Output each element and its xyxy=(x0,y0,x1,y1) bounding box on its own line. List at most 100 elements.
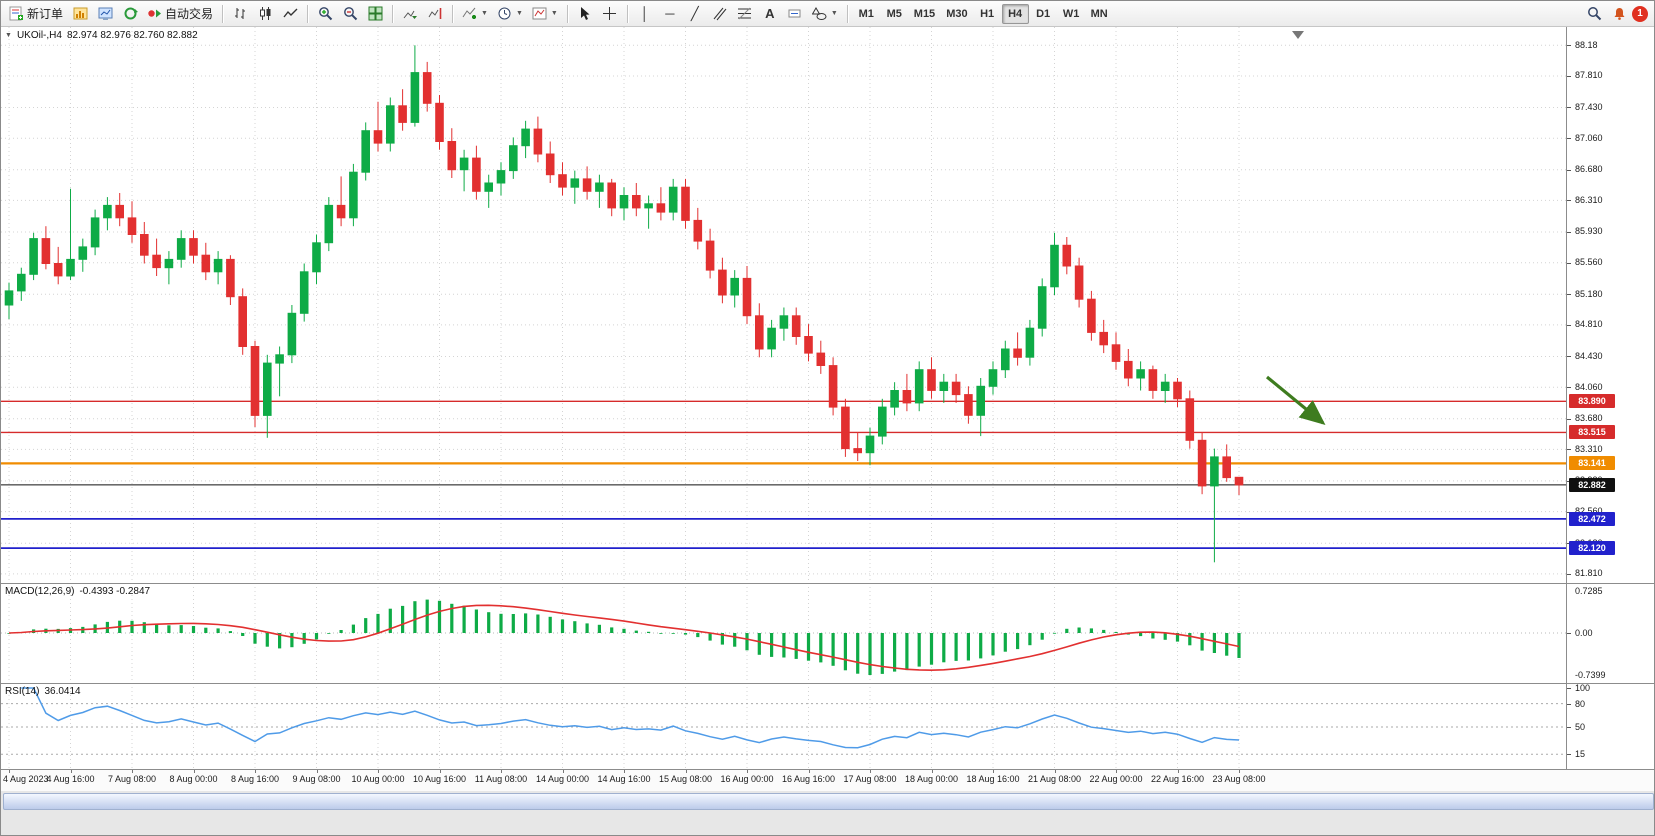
price-axis-tick xyxy=(1567,231,1571,233)
auto-trading-button[interactable]: 自动交易 xyxy=(143,3,217,25)
time-axis-label: 4 Aug 16:00 xyxy=(46,774,95,784)
price-level-badge: 83.141 xyxy=(1569,456,1615,471)
timeframe-w1-button[interactable]: W1 xyxy=(1062,7,1080,20)
shapes-button[interactable]: ▼ xyxy=(808,3,842,25)
new-order-button[interactable]: 新订单 xyxy=(5,3,67,25)
crosshair-icon xyxy=(603,7,617,20)
rsi-title: RSI(14) 36.0414 xyxy=(5,686,81,697)
indicators-button[interactable]: ▼ xyxy=(458,3,492,25)
rsi-axis-label: 80 xyxy=(1575,698,1586,709)
price-axis-tick xyxy=(1567,75,1571,77)
current-price-badge: 82.882 xyxy=(1569,477,1615,492)
zoom-in-button[interactable] xyxy=(313,3,337,25)
macd-signal-line xyxy=(8,604,1240,672)
timeframe-d1-button[interactable]: D1 xyxy=(1036,7,1051,20)
time-axis-label: 22 Aug 00:00 xyxy=(1089,774,1143,784)
timeframe-m5-button[interactable]: M5 xyxy=(886,7,902,20)
panel-separator[interactable] xyxy=(1,583,1654,584)
cursor-icon xyxy=(581,7,590,20)
horizontal-scrollbar[interactable] xyxy=(3,793,1654,810)
price-axis-label: 86.680 xyxy=(1575,164,1603,175)
dropdown-arrow-icon: ▼ xyxy=(481,10,488,17)
tile-windows-button[interactable] xyxy=(363,3,387,25)
trendline-button[interactable]: ╱ xyxy=(683,3,707,25)
dropdown-arrow-icon: ▼ xyxy=(830,10,838,17)
timeframe-m1-button[interactable]: M1 xyxy=(858,7,874,20)
chart-shift-icon xyxy=(428,8,441,19)
price-axis-label: 84.060 xyxy=(1575,381,1603,392)
rsi-label: RSI(14) xyxy=(5,686,40,697)
bottom-bar xyxy=(1,791,1654,835)
clock-icon xyxy=(498,7,511,20)
alerts-button[interactable] xyxy=(1607,3,1631,25)
chart-shift-button[interactable] xyxy=(423,3,447,25)
tile-windows-icon xyxy=(368,6,383,21)
search-icon xyxy=(1587,7,1601,21)
candlestick-chart-button[interactable] xyxy=(253,3,277,25)
time-axis-label: 15 Aug 08:00 xyxy=(658,774,713,784)
channel-icon xyxy=(713,7,727,21)
channel-button[interactable] xyxy=(708,3,732,25)
dropdown-arrow-icon: ▼ xyxy=(515,10,523,17)
macd-indicator-chart[interactable] xyxy=(1,583,1566,683)
rsi-axis-label: 15 xyxy=(1575,749,1586,760)
market-watch-button[interactable] xyxy=(93,3,117,25)
timeframe-h1-button[interactable]: H1 xyxy=(980,7,995,20)
charts-window-button[interactable] xyxy=(68,3,92,25)
time-axis-label: 23 Aug 08:00 xyxy=(1212,774,1266,784)
panel-separator xyxy=(1,769,1654,770)
horizontal-line-button[interactable]: ─ xyxy=(658,3,682,25)
templates-button[interactable]: ▼ xyxy=(528,3,562,25)
timeframe-mn-button[interactable]: MN xyxy=(1090,7,1108,20)
zoom-out-button[interactable] xyxy=(338,3,362,25)
rsi-axis-label: 50 xyxy=(1575,722,1586,732)
search-button[interactable] xyxy=(1582,3,1606,25)
toolbar-separator xyxy=(846,4,848,23)
line-chart-button[interactable] xyxy=(278,3,302,25)
time-axis[interactable]: 4 Aug 2023 4 Aug 16:00 7 Aug 08:00 8 Aug 00… xyxy=(1,769,1654,791)
market-watch-icon xyxy=(98,7,113,20)
price-level-badge: 83.890 xyxy=(1569,394,1615,409)
time-axis-label: 22 Aug 16:00 xyxy=(1150,774,1205,784)
timeframe-h4-button[interactable]: H4 xyxy=(1001,3,1029,24)
text-tool-icon: A xyxy=(765,6,775,21)
price-axis-label: 81.810 xyxy=(1575,568,1603,579)
price-axis[interactable]: 88.18 87.810 87.430 87.060 86.680 86.310 85.93… xyxy=(1566,27,1654,769)
cursor-button[interactable] xyxy=(573,3,597,25)
timeframe-m15-button[interactable]: M15 xyxy=(913,7,936,20)
auto-trading-label: 自动交易 xyxy=(165,7,214,21)
price-axis-label: 82.560 xyxy=(1575,506,1603,516)
main-price-chart[interactable] xyxy=(1,27,1566,583)
time-axis-tick xyxy=(685,769,687,773)
time-axis-tick xyxy=(993,769,994,773)
time-axis-label: 17 Aug 08:00 xyxy=(843,774,897,784)
arrow-annotation xyxy=(1265,375,1326,426)
time-axis-label: 21 Aug 08:00 xyxy=(1027,774,1082,784)
refresh-button[interactable] xyxy=(118,3,142,25)
label-tool-button[interactable] xyxy=(783,3,807,25)
rsi-indicator-chart[interactable] xyxy=(1,683,1566,769)
timeframe-m30-button[interactable]: M30 xyxy=(946,7,968,20)
price-axis-tick xyxy=(1567,45,1571,47)
chart-shift-marker xyxy=(1292,31,1304,39)
time-axis-tick xyxy=(1116,769,1117,773)
price-axis-tick xyxy=(1567,200,1571,202)
time-axis-tick xyxy=(378,769,379,773)
crosshair-button[interactable] xyxy=(598,3,622,25)
auto-scroll-button[interactable] xyxy=(398,3,422,25)
bar-chart-button[interactable] xyxy=(228,3,252,25)
panel-separator[interactable] xyxy=(1,683,1654,684)
time-axis-tick xyxy=(1239,769,1240,773)
time-axis-tick xyxy=(1177,769,1179,773)
time-axis-tick xyxy=(624,769,625,773)
horizontal-line-icon: ─ xyxy=(665,6,675,21)
periods-button[interactable]: ▼ xyxy=(493,3,527,25)
fibonacci-button[interactable] xyxy=(733,3,757,25)
rsi-axis-label: 100 xyxy=(1575,683,1591,693)
time-axis-tick xyxy=(70,769,72,773)
notification-badge[interactable]: 1 xyxy=(1632,5,1648,22)
vertical-line-button[interactable]: │ xyxy=(633,3,657,25)
text-tool-button[interactable]: A xyxy=(758,3,782,25)
chart-window-icon xyxy=(73,7,88,20)
candlestick-chart-icon xyxy=(259,7,271,20)
